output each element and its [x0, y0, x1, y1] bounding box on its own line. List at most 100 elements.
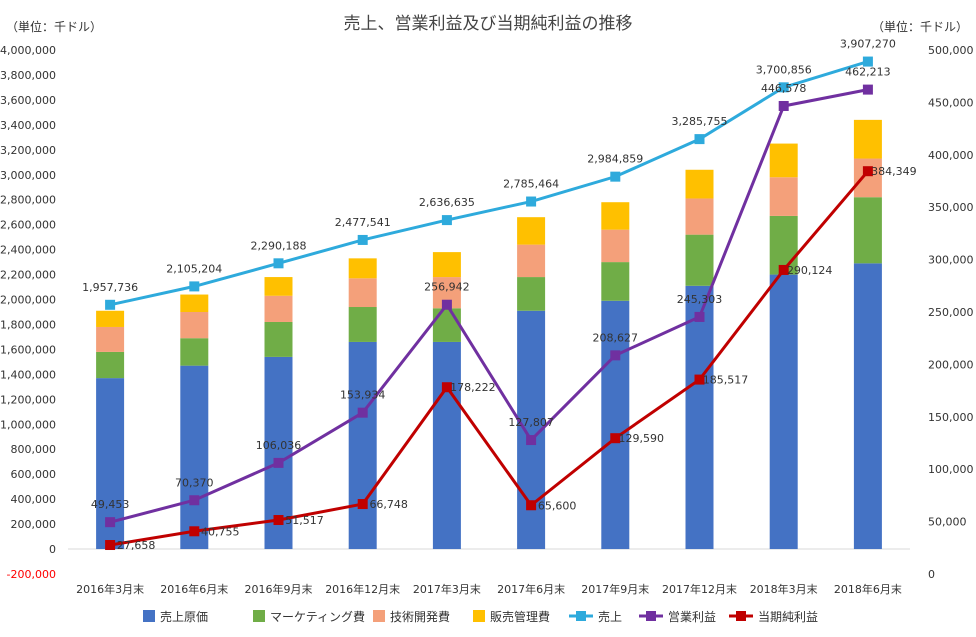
bar-segment-series-4: [853, 119, 882, 159]
bar-segment-series-1: [432, 341, 461, 550]
line-marker-series-1: [694, 134, 705, 145]
right-axis-tick-label: 350,000: [928, 201, 974, 214]
left-axis-tick-label: 800,000: [11, 443, 57, 456]
data-label-series-3: 185,517: [703, 374, 749, 387]
bar-segment-series-4: [180, 294, 209, 312]
right-axis-tick-label: 150,000: [928, 411, 974, 424]
left-axis-tick-label: -200,000: [7, 568, 56, 581]
data-label-series-1: 2,105,204: [166, 262, 222, 275]
left-axis-tick-label: 1,800,000: [0, 318, 56, 331]
data-label-series-2: 106,036: [256, 439, 302, 452]
legend-label: 技術開発費: [390, 609, 450, 624]
right-axis-tick-label: 0: [928, 568, 935, 581]
left-axis-tick-label: 400,000: [11, 493, 57, 506]
right-axis-tick-label: 300,000: [928, 254, 974, 267]
right-axis-tick-label: 250,000: [928, 306, 974, 319]
bar-segment-series-1: [769, 274, 798, 550]
data-label-series-3: 129,590: [619, 432, 665, 445]
line-series-3: [109, 170, 870, 547]
data-label-series-3: 384,349: [871, 165, 917, 178]
data-label-series-3: 51,517: [285, 514, 324, 527]
bar-segment-series-3: [96, 326, 125, 352]
data-label-series-1: 3,700,856: [756, 63, 812, 76]
line-marker-series-1: [357, 234, 368, 245]
legend-label: 当期純利益: [758, 610, 818, 624]
legend-label: 販売管理費: [490, 609, 550, 624]
right-axis-tick-label: 50,000: [928, 516, 967, 529]
left-axis-tick-label: 3,800,000: [0, 69, 56, 82]
legend-label: マーケティング費: [270, 609, 365, 624]
legend-swatch: [253, 610, 265, 622]
data-label-series-3: 27,658: [117, 539, 156, 552]
legend-label: 売上: [598, 609, 622, 624]
line-marker-series-3: [273, 515, 284, 526]
line-marker-series-1: [778, 82, 789, 93]
line-marker-series-1: [441, 215, 452, 226]
left-axis-tick-label: 1,400,000: [0, 368, 56, 381]
bar-segment-series-4: [432, 252, 461, 278]
line-marker-series-3: [357, 499, 368, 510]
legend-swatch: [373, 610, 385, 622]
left-axis-tick-label: 2,800,000: [0, 194, 56, 207]
legend-swatch: [143, 610, 155, 622]
bar-segment-series-4: [264, 277, 293, 296]
line-marker-series-2: [273, 457, 284, 468]
line-series-1: [109, 60, 869, 307]
right-axis-tick-label: 100,000: [928, 463, 974, 476]
legend-label: 営業利益: [668, 610, 716, 624]
right-axis-tick-label: 450,000: [928, 96, 974, 109]
data-label-series-1: 3,907,270: [840, 38, 896, 51]
bar-segment-series-2: [96, 351, 125, 379]
x-axis-tick-label: 2018年3月末: [750, 582, 818, 596]
left-axis-tick-label: 2,600,000: [0, 219, 56, 232]
bar-segment-series-3: [348, 278, 377, 308]
x-axis-tick-label: 2018年6月末: [834, 582, 902, 596]
line-marker-series-2: [610, 350, 621, 361]
bar-segment-series-4: [769, 143, 798, 178]
left-axis-tick-label: 600,000: [11, 468, 57, 481]
line-marker-series-1: [862, 56, 873, 67]
x-axis-tick-label: 2016年3月末: [76, 582, 144, 596]
bar-segment-series-1: [348, 341, 377, 550]
line-marker-series-1: [105, 299, 116, 310]
data-label-series-2: 256,942: [424, 281, 470, 294]
data-label-series-3: 40,755: [201, 525, 240, 538]
bar-segment-series-2: [685, 234, 714, 286]
data-label-series-2: 446,578: [761, 82, 807, 95]
data-label-series-1: 2,477,541: [335, 216, 391, 229]
line-marker-series-1: [189, 281, 200, 292]
line-marker-series-3: [526, 500, 537, 511]
left-axis-tick-label: 3,600,000: [0, 94, 56, 107]
line-marker-series-2: [105, 517, 116, 528]
bar-segment-series-2: [264, 321, 293, 357]
bar-segment-series-3: [517, 244, 546, 278]
bar-segment-series-1: [180, 365, 209, 550]
data-label-series-1: 2,984,859: [587, 153, 643, 166]
line-marker-series-2: [694, 311, 705, 322]
left-axis-tick-label: 2,400,000: [0, 244, 56, 257]
data-label-series-2: 70,370: [175, 476, 214, 489]
line-marker-series-3: [441, 382, 452, 393]
line-marker-series-1: [610, 171, 621, 182]
left-axis-tick-label: 1,200,000: [0, 393, 56, 406]
data-label-series-2: 208,627: [593, 331, 639, 344]
right-axis-tick-label: 400,000: [928, 149, 974, 162]
data-label-series-1: 2,290,188: [251, 239, 307, 252]
line-marker-series-3: [778, 264, 789, 275]
legend-label: 売上原価: [160, 609, 208, 624]
data-label-series-3: 290,124: [787, 264, 833, 277]
bar-segment-series-2: [517, 277, 546, 311]
bar-segment-series-1: [685, 285, 714, 550]
left-axis-tick-label: 1,000,000: [0, 418, 56, 431]
line-marker-series-3: [105, 540, 116, 551]
line-marker-series-2: [189, 495, 200, 506]
left-axis-tick-label: 0: [49, 543, 56, 556]
line-marker-series-3: [189, 526, 200, 537]
line-marker-series-2: [441, 299, 452, 310]
line-series-2: [109, 88, 869, 524]
bar-segment-series-4: [517, 217, 546, 245]
bar-segment-series-3: [685, 198, 714, 235]
data-label-series-2: 127,807: [508, 416, 554, 429]
legend-swatch-marker: [646, 611, 656, 621]
line-marker-series-3: [694, 374, 705, 385]
